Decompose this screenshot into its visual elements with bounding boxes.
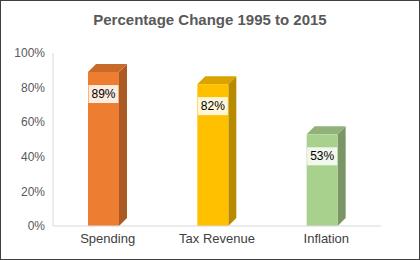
svg-text:Tax Revenue: Tax Revenue	[179, 231, 255, 246]
svg-text:53%: 53%	[310, 149, 334, 163]
svg-text:Inflation: Inflation	[304, 231, 350, 246]
svg-text:60%: 60%	[21, 115, 45, 129]
svg-text:Spending: Spending	[80, 231, 135, 246]
svg-text:80%: 80%	[21, 81, 45, 95]
svg-text:40%: 40%	[21, 150, 45, 164]
svg-text:82%: 82%	[201, 99, 225, 113]
svg-text:100%: 100%	[14, 46, 45, 60]
svg-text:20%: 20%	[21, 185, 45, 199]
svg-text:0%: 0%	[28, 219, 46, 233]
html-text:Percentage Change 1995 to 2015: Percentage Change 1995 to 2015	[93, 11, 327, 28]
svg-text:89%: 89%	[91, 87, 115, 101]
